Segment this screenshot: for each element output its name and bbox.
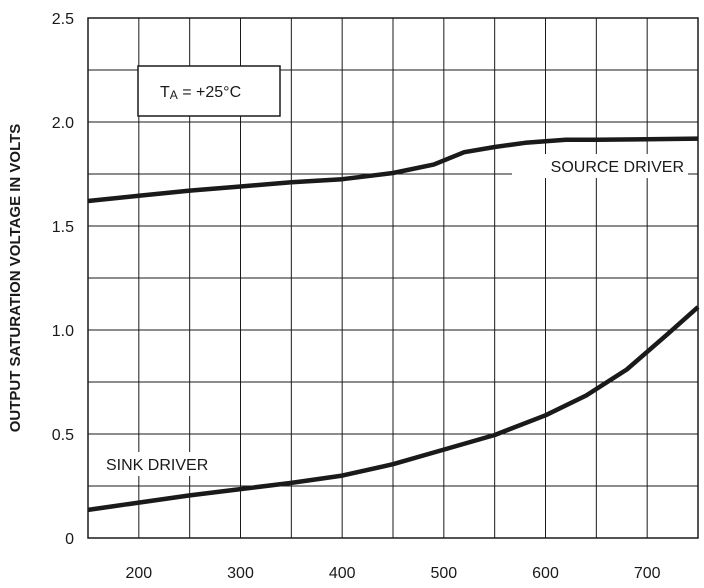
sink-label-bg [100,452,240,476]
y-axis-label: OUTPUT SATURATION VOLTAGE IN VOLTS [7,124,24,433]
sink-driver-label: SINK DRIVER [106,457,208,474]
series-line-source-driver [87,136,699,204]
x-tick-label: 300 [227,565,254,582]
y-axis-ticks: 0 0.5 1.0 1.5 2.0 2.5 [52,11,74,548]
x-tick-label: 200 [125,565,152,582]
x-tick-label: 700 [634,565,661,582]
x-tick-label: 500 [430,565,457,582]
y-tick-label: 2.0 [52,115,74,132]
series-group [87,136,700,513]
x-tick-label: 600 [532,565,559,582]
y-tick-label: 2.5 [52,11,74,28]
x-tick-label: 400 [329,565,356,582]
source-driver-label: SOURCE DRIVER [551,159,684,176]
x-axis-ticks: 200 300 400 500 600 700 [125,565,660,582]
y-tick-label: 0 [65,531,74,548]
series-line-sink-driver [87,305,700,513]
y-tick-label: 0.5 [52,427,74,444]
condition-box [137,65,281,117]
source-label-bg [512,154,688,178]
y-tick-label: 1.0 [52,323,74,340]
y-tick-label: 1.5 [52,219,74,236]
condition-label: TA = +25°C [160,84,241,102]
annotations: TA = +25°C SOURCE DRIVER SINK DRIVER [100,65,688,476]
